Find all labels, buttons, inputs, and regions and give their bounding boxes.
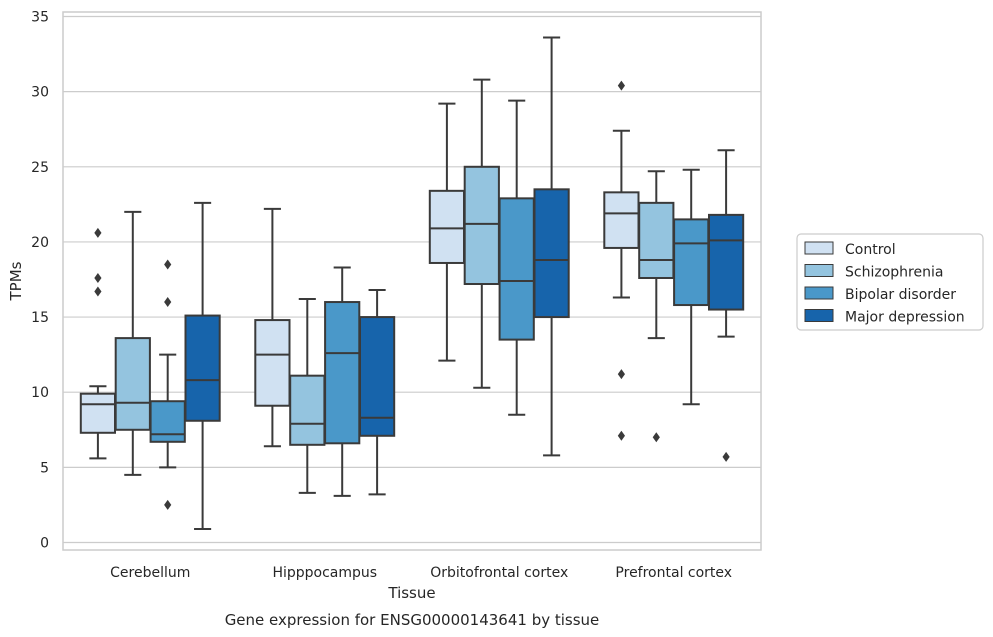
box-iqr xyxy=(324,301,361,445)
x-tick-label: Cerebellum xyxy=(110,565,190,581)
box-iqr xyxy=(254,319,291,407)
outlier-point xyxy=(617,430,625,441)
legend-label: Schizophrenia xyxy=(845,265,943,281)
outlier-point xyxy=(94,272,102,283)
box-schizophrenia xyxy=(638,170,675,443)
legend: Control Schizophrenia Bipolar disorder Majo… xyxy=(796,233,984,331)
y-tick-labels: 0 5 10 15 20 25 30 35 xyxy=(31,10,49,552)
y-tick-label: 0 xyxy=(40,535,49,551)
box-schizophrenia xyxy=(463,78,500,389)
box-bipolar-disorder xyxy=(149,259,186,510)
box-iqr xyxy=(428,189,466,264)
y-tick-label: 35 xyxy=(31,10,49,26)
outlier-point xyxy=(164,499,172,510)
box-iqr xyxy=(603,191,640,249)
x-tick-label: Orbitofrontal cortex xyxy=(430,565,568,581)
box-iqr xyxy=(463,165,500,286)
box-control xyxy=(254,207,291,448)
outlier-point xyxy=(617,369,625,380)
legend-label: Major depression xyxy=(845,310,965,326)
y-tick-label: 10 xyxy=(31,385,49,401)
box-major-depression xyxy=(707,149,745,462)
box-iqr xyxy=(638,201,675,279)
box-iqr xyxy=(533,188,570,319)
box-iqr xyxy=(358,316,396,437)
box-iqr xyxy=(149,400,186,443)
box-schizophrenia xyxy=(114,210,151,476)
y-axis-label: TPMs xyxy=(7,261,25,301)
box-schizophrenia xyxy=(289,298,326,494)
outlier-point xyxy=(164,259,172,270)
outlier-point xyxy=(652,432,660,443)
outlier-point xyxy=(617,80,625,91)
box-iqr xyxy=(673,218,710,307)
x-axis-label: Tissue xyxy=(387,584,435,602)
y-tick-label: 20 xyxy=(31,235,49,251)
x-tick-label: Hipppocampus xyxy=(272,565,377,581)
box-major-depression xyxy=(184,201,221,530)
legend-swatch xyxy=(804,264,834,277)
y-tick-label: 5 xyxy=(40,460,49,476)
box-iqr xyxy=(707,213,745,311)
box-iqr xyxy=(79,392,117,434)
legend-swatch xyxy=(804,241,834,255)
box-iqr xyxy=(498,197,535,341)
outlier-point xyxy=(94,286,102,297)
outlier-point xyxy=(164,297,172,308)
box-iqr xyxy=(289,374,326,446)
box-major-depression xyxy=(358,289,396,496)
y-tick-label: 30 xyxy=(31,85,49,101)
box-iqr xyxy=(114,337,151,431)
plot-frame xyxy=(62,11,762,551)
legend-label: Control xyxy=(845,242,896,258)
outlier-point xyxy=(722,451,730,462)
box-major-depression xyxy=(533,36,570,457)
box-bipolar-disorder xyxy=(498,99,535,416)
box-bipolar-disorder xyxy=(673,168,710,406)
legend-frame xyxy=(796,233,984,331)
box-control xyxy=(79,227,117,460)
box-control xyxy=(603,80,640,441)
box-bipolar-disorder xyxy=(324,266,361,497)
legend-label: Bipolar disorder xyxy=(845,287,956,303)
boxes-layer xyxy=(79,36,745,530)
outlier-point xyxy=(94,227,102,238)
legend-swatch xyxy=(804,286,834,300)
box-control xyxy=(428,102,466,362)
x-tick-labels: Cerebellum Hipppocampus Orbitofrontal cort… xyxy=(110,565,732,581)
grid-layer xyxy=(63,15,761,544)
chart-caption: Gene expression for ENSG00000143641 by t… xyxy=(225,611,600,629)
y-tick-label: 15 xyxy=(31,310,49,326)
y-tick-label: 25 xyxy=(31,160,49,176)
x-tick-label: Prefrontal cortex xyxy=(615,565,732,581)
legend-swatch xyxy=(804,309,834,322)
box-iqr xyxy=(184,314,221,422)
